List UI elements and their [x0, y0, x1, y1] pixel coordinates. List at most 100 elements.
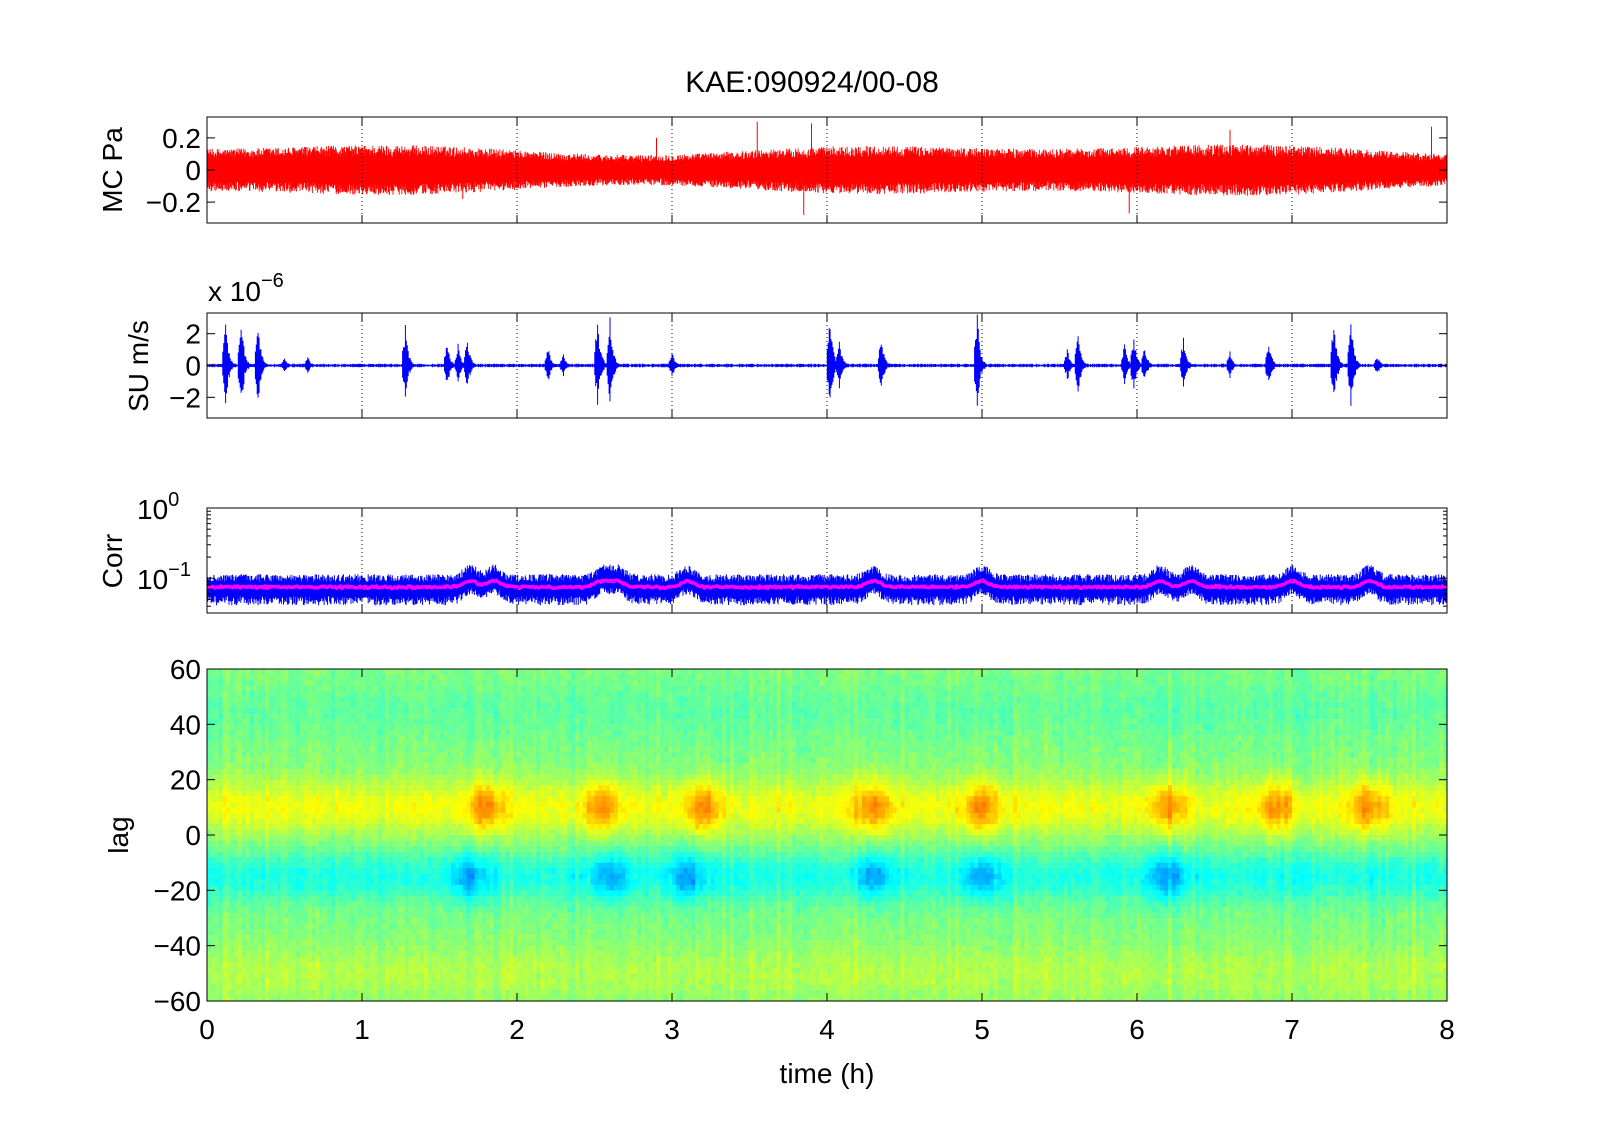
- heatmap-cell: [288, 989, 293, 997]
- heatmap-cell: [261, 812, 266, 819]
- heatmap-cell: [470, 934, 475, 941]
- heatmap-cell: [439, 873, 444, 880]
- heatmap-cell: [420, 812, 425, 819]
- heatmap-cell: [303, 862, 309, 869]
- heatmap-cell: [400, 763, 406, 770]
- heatmap-cell: [245, 801, 251, 808]
- heatmap-cell: [303, 818, 309, 825]
- heatmap-cell: [396, 724, 402, 731]
- heatmap-cell: [369, 752, 375, 759]
- heatmap-cell: [455, 873, 460, 880]
- heatmap-cell: [300, 685, 305, 692]
- heatmap-cell: [427, 940, 433, 947]
- heatmap-cell: [505, 829, 510, 836]
- heatmap-cell: [230, 735, 235, 742]
- heatmap-cell: [284, 857, 289, 864]
- heatmap-cell: [424, 934, 429, 941]
- heatmap-cell: [334, 757, 340, 764]
- heatmap-cell: [489, 851, 495, 858]
- heatmap-cell: [424, 973, 429, 980]
- heatmap-cell: [505, 973, 510, 980]
- heatmap-cell: [350, 984, 355, 991]
- heatmap-cell: [207, 779, 212, 786]
- heatmap-cell: [296, 680, 301, 687]
- heatmap-cell: [307, 923, 313, 930]
- heatmap-cell: [354, 940, 359, 947]
- heatmap-cell: [501, 906, 506, 914]
- heatmap-cell: [222, 846, 227, 853]
- heatmap-cell: [303, 940, 309, 947]
- su-event-spike: [974, 314, 988, 406]
- heatmap-cell: [350, 995, 355, 1002]
- heatmap-cell: [334, 895, 340, 902]
- heatmap-cell: [470, 674, 475, 681]
- heatmap-cell: [393, 823, 398, 831]
- heatmap-cell: [346, 956, 351, 963]
- heatmap-cell: [230, 763, 235, 770]
- heatmap-cell: [505, 707, 510, 714]
- heatmap-cell: [486, 851, 491, 858]
- heatmap-cell: [466, 868, 472, 875]
- heatmap-cell: [497, 702, 503, 709]
- heatmap-cell: [400, 691, 406, 698]
- heatmap-cell: [350, 669, 355, 676]
- heatmap-cell: [315, 752, 320, 759]
- heatmap-cell: [396, 735, 402, 742]
- heatmap-cell: [373, 740, 379, 748]
- heatmap-cell: [311, 801, 317, 808]
- heatmap-cell: [230, 740, 235, 748]
- heatmap-cell: [311, 929, 317, 936]
- heatmap-cell: [230, 973, 235, 980]
- heatmap-cell: [381, 718, 386, 725]
- heatmap-cell: [338, 680, 344, 687]
- heatmap-cell: [218, 912, 224, 919]
- heatmap-cell: [439, 669, 444, 676]
- heatmap-cell: [489, 984, 495, 991]
- heatmap-cell: [435, 790, 441, 797]
- heatmap-cell: [300, 995, 305, 1002]
- heatmap-cell: [458, 829, 464, 836]
- heatmap-cell: [331, 763, 336, 770]
- heatmap-cell: [493, 752, 499, 759]
- heatmap-cell: [323, 984, 328, 991]
- heatmap-cell: [365, 713, 371, 720]
- heatmap-cell: [338, 768, 344, 775]
- heatmap-cell: [245, 807, 251, 814]
- heatmap-cell: [245, 951, 251, 958]
- heatmap-cell: [338, 746, 344, 753]
- heatmap-cell: [265, 868, 270, 875]
- heatmap-cell: [342, 785, 348, 792]
- heatmap-cell: [296, 884, 301, 891]
- heatmap-cell: [447, 962, 452, 969]
- heatmap-cell: [261, 768, 266, 775]
- heatmap-cell: [249, 890, 255, 897]
- heatmap-cell: [284, 729, 289, 736]
- heatmap-cell: [509, 768, 514, 775]
- heatmap-cell: [385, 774, 390, 781]
- heatmap-cell: [269, 785, 274, 792]
- heatmap-cell: [482, 713, 487, 720]
- heatmap-cell: [489, 757, 495, 764]
- heatmap-cell: [218, 929, 224, 936]
- heatmap-cell: [303, 685, 309, 692]
- heatmap-cell: [501, 669, 506, 676]
- heatmap-cell: [365, 846, 371, 853]
- heatmap-cell: [342, 674, 348, 681]
- heatmap-cell: [284, 929, 289, 936]
- heatmap-cell: [207, 807, 212, 814]
- heatmap-cell: [455, 857, 460, 864]
- heatmap-cell: [424, 873, 429, 880]
- heatmap-cell: [311, 757, 317, 764]
- heatmap-cell: [424, 735, 429, 742]
- heatmap-cell: [354, 774, 359, 781]
- heatmap-cell: [307, 895, 313, 902]
- heatmap-cell: [404, 879, 410, 886]
- heatmap-cell: [222, 713, 227, 720]
- heatmap-cell: [427, 757, 433, 764]
- heatmap-cell: [501, 713, 506, 720]
- heatmap-cell: [210, 680, 216, 687]
- heatmap-cell: [431, 868, 437, 875]
- heatmap-cell: [400, 951, 406, 958]
- heatmap-cell: [272, 862, 278, 869]
- heatmap-cell: [455, 929, 460, 936]
